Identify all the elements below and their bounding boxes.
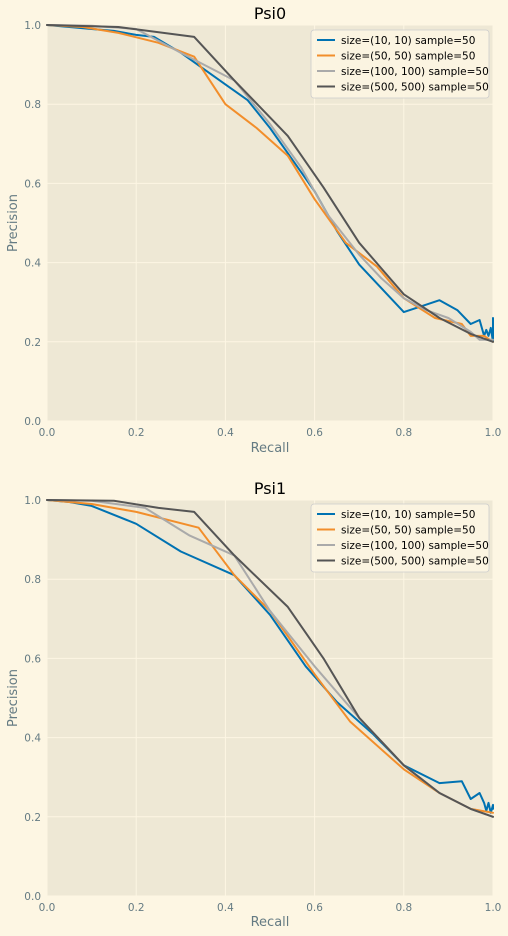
x-tick-label: 0.6: [306, 902, 323, 914]
x-tick-label: 0.2: [128, 902, 145, 914]
x-tick-label: 0.0: [39, 902, 56, 914]
x-axis-label: Recall: [251, 915, 290, 930]
y-tick-label: 0.6: [24, 178, 41, 190]
legend-entry: size=(10, 10) sample=50: [341, 509, 475, 521]
x-tick-label: 0.6: [306, 427, 323, 439]
legend-entry: size=(50, 50) sample=50: [341, 525, 475, 537]
y-tick-label: 0.4: [24, 258, 41, 270]
x-tick-label: 0.4: [217, 427, 234, 439]
legend-entry: size=(10, 10) sample=50: [341, 35, 475, 47]
chart-panel-1: 0.0 0.2 0.4 0.6 0.8 1.0 0.0 0.2 0.4 0.6 0.8 1.0 Psi0…: [6, 4, 501, 456]
y-axis-label: Precision: [6, 194, 21, 252]
y-tick-label: 0.8: [24, 574, 41, 586]
x-tick-label: 1.0: [485, 427, 502, 439]
legend-entry: size=(50, 50) sample=50: [341, 51, 475, 63]
series-line-4: [46, 499, 494, 818]
y-tick-label: 0.2: [24, 812, 41, 824]
y-tick-label: 0.0: [24, 416, 41, 428]
y-tick-label: 0.2: [24, 337, 41, 349]
x-axis-label: Recall: [251, 441, 290, 456]
chart-title: Psi0: [254, 4, 286, 23]
legend: size=(10, 10) sample=50 size=(50, 50) sam…: [310, 29, 490, 99]
legend: size=(10, 10) sample=50 size=(50, 50) sam…: [310, 503, 490, 573]
x-tick-label: 0.2: [128, 427, 145, 439]
y-axis-label: Precision: [6, 669, 21, 727]
y-tick-label: 0.4: [24, 733, 41, 745]
x-tick-label: 0.8: [395, 427, 412, 439]
y-tick-label: 1.0: [24, 20, 41, 32]
x-tick-label: 0.4: [217, 902, 234, 914]
x-tick-label: 1.0: [485, 902, 502, 914]
series-line-1: [46, 24, 494, 343]
series-line-4: [46, 24, 494, 343]
y-tick-label: 0.0: [24, 891, 41, 903]
y-tick-label: 0.8: [24, 99, 41, 111]
series-line-3: [46, 24, 494, 341]
y-tick-label: 1.0: [24, 495, 41, 507]
legend-entry: size=(500, 500) sample=50: [341, 82, 489, 94]
legend-entry: size=(100, 100) sample=50: [341, 540, 489, 552]
x-tick-label: 0.8: [395, 902, 412, 914]
legend-entry: size=(100, 100) sample=50: [341, 66, 489, 78]
x-tick-label: 0.0: [39, 427, 56, 439]
chart-title: Psi1: [254, 479, 286, 498]
chart-panel-2: 0.0 0.2 0.4 0.6 0.8 1.0 0.0 0.2 0.4 0.6 0.8 1.0 Psi1…: [6, 479, 501, 930]
legend-box: [310, 503, 490, 573]
legend-box: [310, 29, 490, 99]
legend-entry: size=(500, 500) sample=50: [341, 556, 489, 568]
y-tick-label: 0.6: [24, 653, 41, 665]
